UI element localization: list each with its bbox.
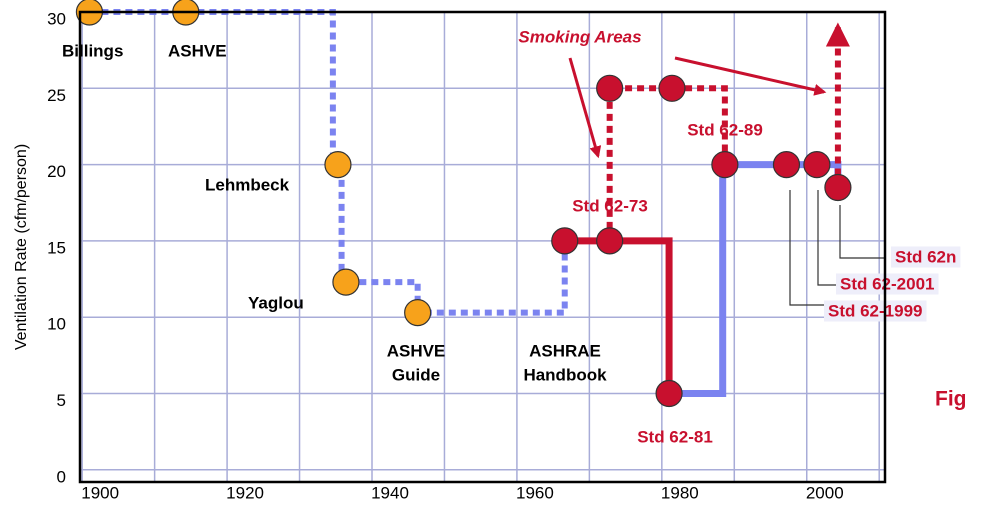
annotation: Std 62-73 — [572, 196, 648, 215]
plot-area — [80, 12, 885, 482]
data-point — [711, 150, 739, 179]
callout — [568, 57, 602, 159]
label-box — [836, 273, 939, 295]
data-point — [596, 227, 624, 255]
callout — [839, 205, 885, 259]
data-point — [772, 150, 801, 179]
x-tick-label: 1980 — [661, 483, 699, 502]
y-tick-label: 5 — [57, 391, 66, 410]
x-tick-label: 1920 — [226, 483, 264, 502]
annotation: ASHRAE — [529, 341, 601, 360]
y-axis-label: Ventilation Rate (cfm/person) — [13, 144, 30, 350]
annotation: Lehmbeck — [205, 175, 290, 194]
data-point — [824, 173, 852, 202]
callout — [817, 190, 838, 286]
annotation: Handbook — [523, 365, 607, 384]
annotation: Std 62-81 — [637, 427, 713, 446]
data-point — [803, 150, 831, 179]
annotation: Std 62-2001 — [840, 274, 935, 293]
x-tick-label: 1940 — [371, 483, 409, 502]
data-point — [404, 299, 432, 327]
data-point — [658, 74, 686, 102]
annotation: Smoking Areas — [518, 27, 641, 46]
callout — [789, 190, 825, 306]
data-point — [324, 150, 352, 179]
label-box — [824, 300, 927, 322]
data-point — [332, 268, 360, 296]
data-point — [655, 379, 683, 408]
y-tick-label: 10 — [47, 315, 66, 334]
annotation: Guide — [392, 365, 440, 384]
data-point — [596, 74, 624, 102]
x-tick-label: 1960 — [516, 483, 554, 502]
x-tick-label: 2000 — [806, 483, 844, 502]
annotation: Yaglou — [248, 293, 304, 312]
x-tick-label: 1900 — [81, 483, 119, 502]
annotation: Std 62-1999 — [828, 301, 923, 320]
y-tick-label: 30 — [47, 9, 66, 28]
y-tick-label: 20 — [47, 162, 66, 181]
annotation: ASHVE — [168, 41, 227, 60]
plot-frame — [78, 10, 887, 484]
annotation: Std 62n — [895, 247, 956, 266]
annotation: Std 62-89 — [687, 120, 763, 139]
y-tick-label: 25 — [47, 86, 66, 105]
y-tick-label: 15 — [47, 238, 66, 257]
label-box — [891, 246, 961, 268]
data-point — [551, 227, 579, 255]
annotation: Billings — [62, 41, 123, 60]
y-tick-label: 0 — [57, 467, 66, 486]
annotation: ASHVE — [387, 341, 446, 360]
callout — [674, 56, 827, 96]
annotation: Fig — [935, 388, 967, 411]
